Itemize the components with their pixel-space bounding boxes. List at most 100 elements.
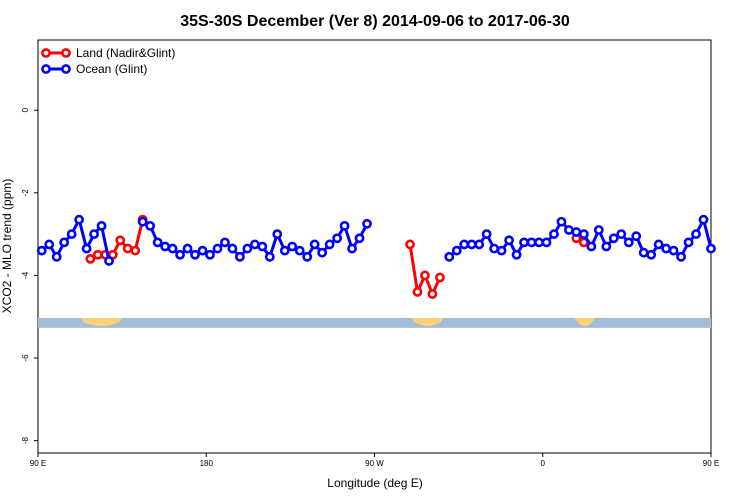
data-point [362,218,372,229]
data-point [511,249,522,260]
data-point [420,270,430,281]
data-point [668,245,679,256]
land-ocean-strip [38,317,711,328]
data-point [616,229,627,240]
data-point [317,247,328,258]
data-point [481,229,492,240]
data-point [205,249,215,260]
legend-marker [61,64,71,74]
legend-label: Land (Nadir&Glint) [76,46,175,60]
legend-marker [41,48,51,58]
data-point [81,243,92,254]
data-point [89,229,99,240]
data-point [145,220,156,231]
data-point [646,249,657,260]
data-point [412,287,423,297]
data-point [459,239,470,250]
data-point [167,243,178,254]
series-line [408,244,442,296]
data-point [578,229,589,240]
legend-marker [61,48,71,58]
data-point [264,251,275,262]
data-point [489,243,500,254]
data-point [556,216,567,227]
y-tick-label: -6 [21,354,30,362]
x-tick-label: 0 [541,459,546,468]
data-point [234,251,245,262]
data-point [332,233,343,244]
data-point [51,251,62,262]
data-point [564,225,574,235]
data-point [152,237,163,248]
x-tick-label: 90 W [365,459,384,468]
y-tick-label: -8 [21,437,30,445]
data-point [698,214,709,225]
data-point [197,245,208,256]
data-point [257,241,268,252]
data-point [534,237,544,248]
data-point [104,256,114,266]
data-point [504,235,514,246]
data-point [115,235,126,246]
data-point [160,241,171,252]
data-point [122,243,133,254]
y-tick-label: 0 [21,107,30,112]
data-point [59,237,70,248]
data-point [541,237,552,248]
data-point [130,245,141,256]
data-point [324,239,335,250]
data-point [272,229,283,240]
data-point [309,239,320,250]
data-point [451,245,462,256]
chart-title: 35S-30S December (Ver 8) 2014-09-06 to 2… [180,13,570,30]
data-point [354,233,365,244]
x-tick-label: 90 E [703,459,719,468]
data-point [405,239,415,250]
land-segment [574,317,596,327]
y-axis-label: XCO2 - MLO trend (ppm) [0,179,14,314]
data-point [631,231,642,242]
data-point [608,233,619,244]
ocean-band [38,317,711,328]
y-tick-label: -4 [21,271,30,279]
data-point [623,237,634,248]
x-axis-ticks: 90 E 180 90 W 0 90 E [30,453,719,468]
data-point [474,239,485,250]
data-point [549,229,559,240]
data-point [66,229,77,240]
x-tick-label: 180 [200,459,214,468]
data-point [212,243,223,254]
x-tick-label: 90 E [30,459,46,468]
data-point [691,229,701,240]
data-point [249,239,260,250]
data-point [653,239,664,250]
data-point [593,225,604,235]
data-point [190,249,200,260]
data-point [601,241,612,252]
data-point [242,243,253,254]
land-segment [411,317,444,327]
data-point [586,241,597,252]
data-point [92,249,103,260]
data-point [287,241,298,252]
data-point [444,251,455,262]
data-point [44,239,55,250]
data-point [227,243,238,254]
y-tick-label: -2 [21,189,30,197]
data-point [175,249,185,260]
data-point [427,289,438,299]
x-axis-label: Longitude (deg E) [327,476,422,490]
data-point [496,245,507,256]
data-point [638,247,649,258]
legend: Land (Nadir&Glint) Ocean (Glint) [41,46,175,76]
data-point [347,243,357,254]
data-point [182,243,193,254]
series-ocean [36,214,716,266]
data-point [435,272,445,283]
data-point [526,237,537,248]
legend-label: Ocean (Glint) [76,62,147,76]
series-line [40,218,111,262]
data-point [676,251,686,262]
